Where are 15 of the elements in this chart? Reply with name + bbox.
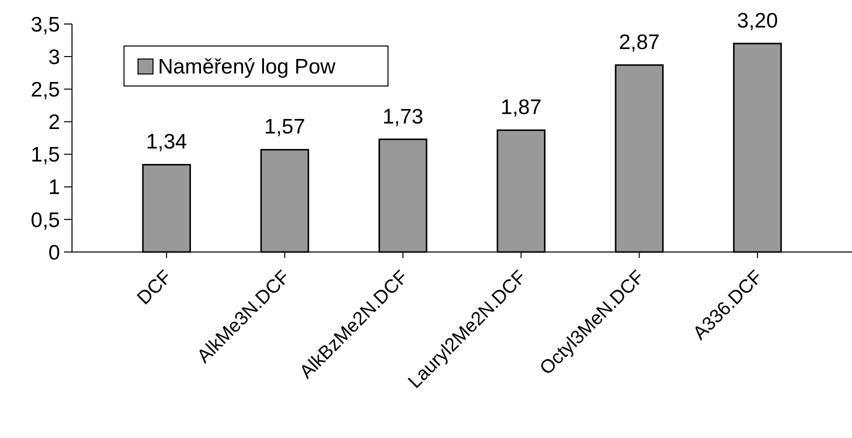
y-tick-label: 0,5 [30,208,60,232]
y-tick-label: 1 [48,176,60,200]
y-tick-label: 2 [48,111,60,134]
data-label: 3,20 [737,10,778,33]
y-tick-label: 3,5 [30,13,60,36]
data-label: 1,73 [382,105,424,128]
y-tick-label: 1,5 [30,144,60,167]
y-tick-label: 3 [48,46,60,69]
data-label: 2,87 [618,31,660,54]
data-label: 1,57 [264,116,306,139]
y-tick-label: 2,5 [30,78,60,102]
y-tick-label: 0 [48,241,60,264]
legend-label: Naměřený log Pow [158,55,336,78]
data-label: 1,87 [500,96,542,120]
data-label: 1,34 [146,130,188,154]
